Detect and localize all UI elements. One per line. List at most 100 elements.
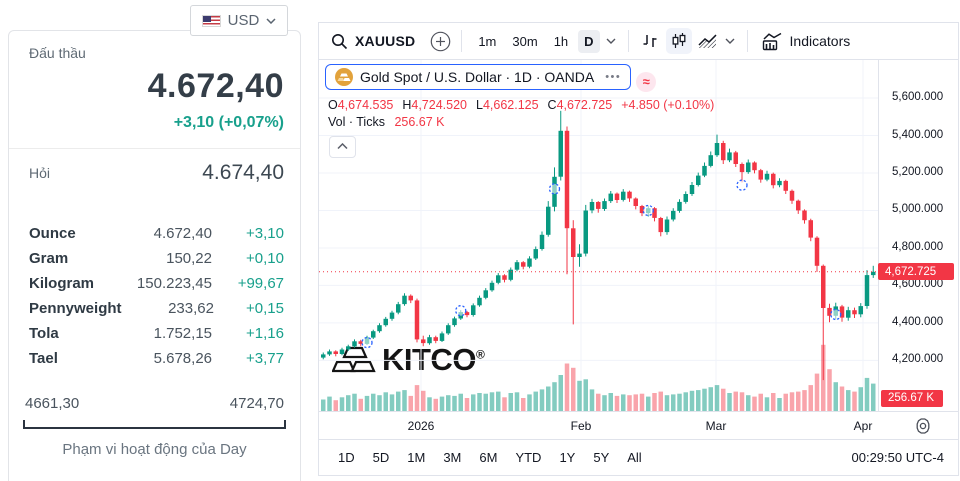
volume-bar <box>364 395 370 411</box>
candle-body <box>514 262 520 270</box>
volume-bar <box>671 394 676 411</box>
series-more-button[interactable]: ••• <box>605 71 622 83</box>
volume-bar <box>564 363 570 411</box>
candle-body <box>327 351 332 355</box>
range-toolbar: 1D 5D 1M 3M 6M YTD 1Y 5Y All 00:29:50 UTC-4 <box>319 439 958 475</box>
candle-body <box>464 312 470 316</box>
candle-body <box>508 269 513 280</box>
candle-body <box>746 162 751 173</box>
interval-button-30m[interactable]: 30m <box>512 33 538 49</box>
price-scale[interactable]: 5,600.000 5,400.000 5,200.000 5,000.000 4,80… <box>878 60 958 411</box>
candle-body <box>589 202 595 211</box>
range-button-6m[interactable]: 6M <box>479 450 498 465</box>
range-button-5y[interactable]: 5Y <box>593 450 610 465</box>
interval-button-1m[interactable]: 1m <box>478 33 497 49</box>
volume-bar <box>521 398 526 411</box>
volume-bar <box>596 393 601 411</box>
range-button-ytd[interactable]: YTD <box>515 450 542 465</box>
range-button-3m[interactable]: 3M <box>443 450 462 465</box>
candle-body <box>521 262 526 267</box>
exchange-clock[interactable]: 00:29:50 UTC-4 <box>851 450 945 465</box>
collapse-legend-button[interactable] <box>329 135 356 158</box>
volume-bar <box>571 367 576 411</box>
volume-bar <box>721 388 726 411</box>
volume-bar <box>396 391 401 411</box>
interval-button-D[interactable]: D <box>578 29 600 53</box>
volume-bar <box>639 393 645 411</box>
range-button-all[interactable]: All <box>627 450 642 465</box>
candle-body <box>539 234 545 249</box>
indicators-button[interactable]: Indicators <box>756 28 857 55</box>
candle-body <box>483 290 488 298</box>
style-menu-button[interactable] <box>721 28 739 54</box>
candle-body <box>333 351 338 354</box>
volume-bar <box>539 389 545 411</box>
candle-body <box>452 318 457 326</box>
candle-body <box>671 210 676 220</box>
volume-bar <box>652 393 657 411</box>
volume-value: 256.67 K <box>394 114 445 129</box>
unit-name: Tael <box>29 350 58 367</box>
price-chart[interactable] <box>319 60 879 411</box>
gold-coin-icon <box>335 68 353 86</box>
chevron-up-icon <box>337 143 348 150</box>
time-scale[interactable]: 2026 Feb Mar Apr <box>319 411 958 439</box>
range-buttons: 1D 5D 1M 3M 6M YTD 1Y 5Y All <box>329 446 651 469</box>
candle-body <box>377 325 382 332</box>
area-style-button[interactable] <box>695 28 721 54</box>
volume-bar <box>746 395 751 411</box>
series-pill[interactable]: Gold Spot / U.S. Dollar · 1D · OANDA ••• <box>325 64 632 90</box>
range-button-1y[interactable]: 1Y <box>559 450 576 465</box>
currency-label: USD <box>227 12 260 29</box>
candle-body <box>733 152 738 164</box>
volume-bar <box>621 394 626 411</box>
volume-bar <box>752 396 757 411</box>
candle-body <box>814 237 820 266</box>
unit-name: Gram <box>29 250 69 267</box>
volume-bar <box>358 398 363 411</box>
volume-bar <box>708 387 713 411</box>
volume-bar <box>408 395 413 411</box>
bid-label: Đấu thầu <box>29 45 86 61</box>
symbol-search-button[interactable]: XAUUSD <box>331 33 415 50</box>
bid-price: 4.672,40 <box>147 67 284 105</box>
unit-name: Pennyweight <box>29 300 122 317</box>
volume-bar <box>552 382 557 411</box>
candles-style-button[interactable] <box>665 28 692 54</box>
candle-body <box>714 143 720 156</box>
compare-add-symbol-button[interactable] <box>427 28 453 54</box>
interval-button-1h[interactable]: 1h <box>553 33 569 49</box>
currency-selector[interactable]: USD <box>190 5 288 36</box>
range-button-1d[interactable]: 1D <box>338 450 355 465</box>
bars-style-button[interactable] <box>637 28 663 54</box>
interval-menu-button[interactable] <box>602 28 620 54</box>
data-marker-icon <box>455 305 467 317</box>
volume-bar <box>339 397 345 411</box>
volume-bar <box>646 396 651 411</box>
candle-body <box>633 198 638 206</box>
ohlc-values: O4,674.535 H4,724.520 L4,662.125 C4,672.725… <box>328 98 714 112</box>
candle-body <box>827 307 832 316</box>
volume-bar <box>414 385 420 411</box>
chart-area[interactable]: KITCO® 5,600.000 5,400.000 5,200.000 5,000.… <box>319 60 958 411</box>
candle-body <box>527 258 532 267</box>
range-button-5d[interactable]: 5D <box>372 450 390 465</box>
volume-bar <box>696 390 701 411</box>
volume-bar <box>402 390 407 411</box>
day-range: 4661,30 4724,70 Phạm vi hoạt động của Da… <box>9 395 300 458</box>
volume-bar <box>614 395 620 411</box>
chart-legend: Gold Spot / U.S. Dollar · 1D · OANDA •••… <box>325 64 714 158</box>
unit-change: +3,10 <box>246 225 284 242</box>
candle-body <box>602 201 607 209</box>
unit-price-table: Ounce 4.672,40 +3,10 Gram 150,22 +0,10 Kilogra… <box>9 221 300 371</box>
volume-bar <box>827 369 832 411</box>
candle-body <box>383 318 388 326</box>
volume-bar <box>764 397 770 411</box>
range-button-1m[interactable]: 1M <box>407 450 426 465</box>
range-low: 4661,30 <box>25 395 80 412</box>
ohlc-item: O4,674.535 <box>328 97 394 112</box>
unit-value: 150.223,45 <box>136 275 212 292</box>
volume-bar <box>852 391 857 411</box>
chart-settings-button[interactable] <box>914 417 932 440</box>
